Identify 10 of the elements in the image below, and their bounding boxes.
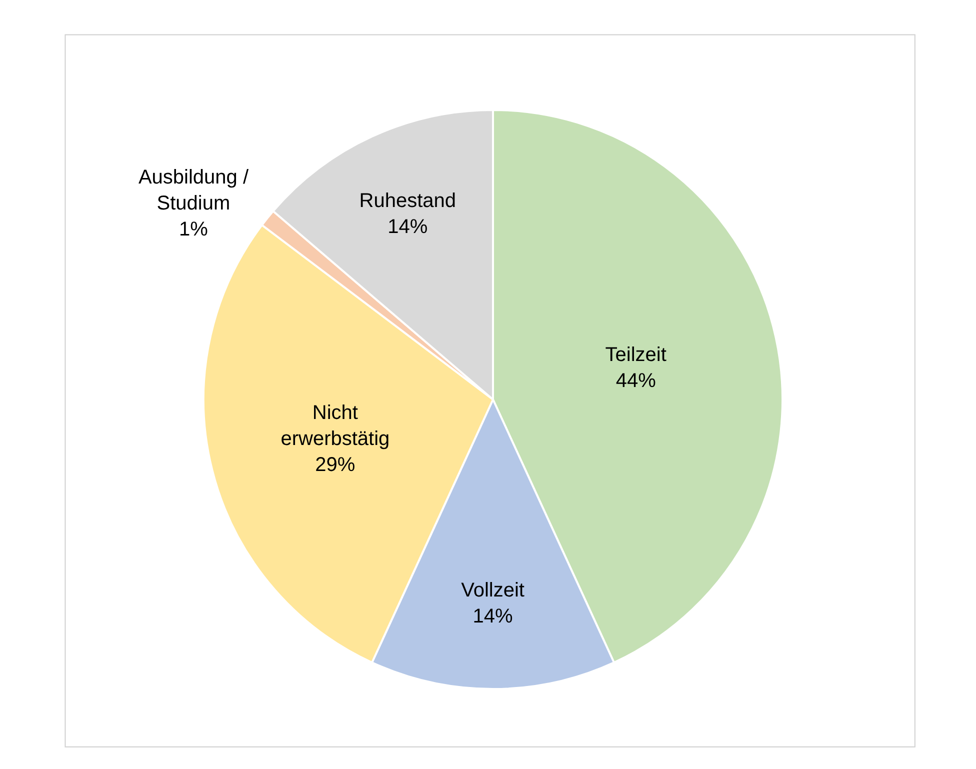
data-label: 14% <box>472 606 514 628</box>
slice-label: Ausbildung / Studium <box>138 166 249 214</box>
slice-label: Teilzeit <box>605 344 667 366</box>
data-label: 29% <box>315 454 356 476</box>
slice-label: Vollzeit <box>461 580 525 602</box>
slice-label: Nicht erwerbstätig <box>280 402 390 450</box>
slice-label: Ruhestand <box>359 190 456 212</box>
data-label: 44% <box>616 370 656 392</box>
data-label: 1% <box>179 218 208 240</box>
data-label: 14% <box>388 216 428 238</box>
